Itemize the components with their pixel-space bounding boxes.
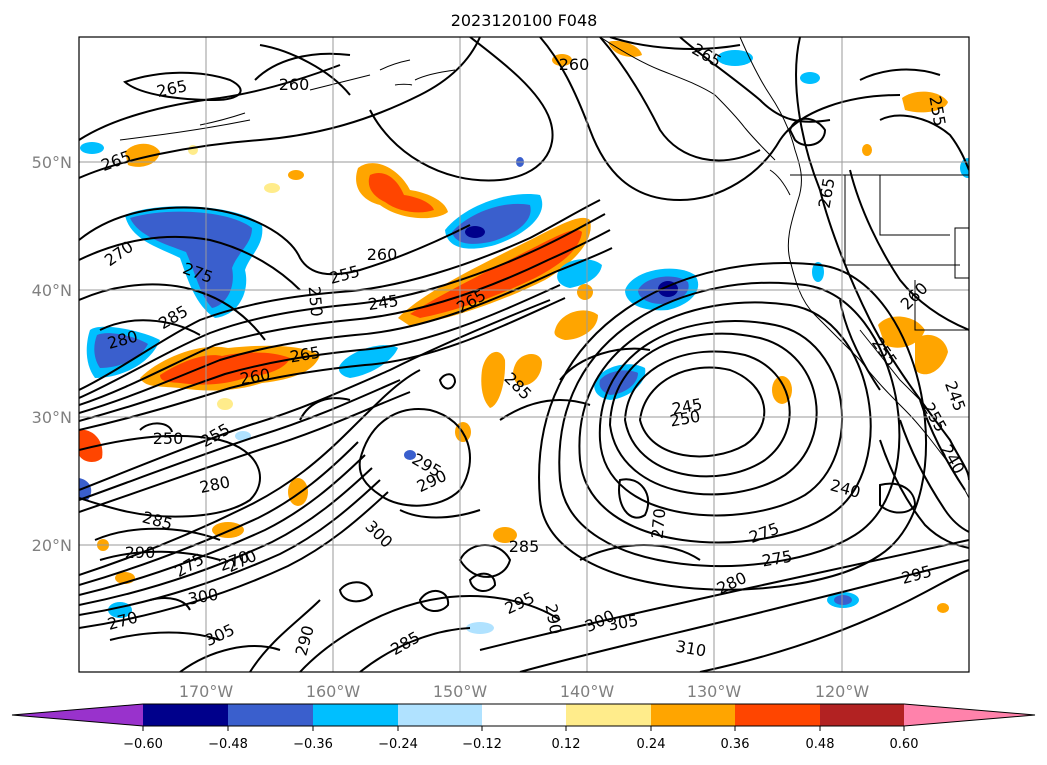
colorbar-extend-high (904, 704, 1035, 726)
lat-label: 40°N (32, 281, 72, 300)
lat-labels: 50°N 40°N 30°N 20°N (32, 153, 72, 555)
colorbar-ticks (142, 726, 905, 731)
coastlines (119, 37, 969, 499)
colorbar-segment (482, 704, 566, 726)
lat-label: 50°N (32, 153, 72, 172)
colorbar-segment (143, 704, 228, 726)
colorbar-tick-label: −0.36 (293, 737, 333, 752)
contour-label: 285 (509, 537, 540, 556)
colorbar-tick-label: −0.24 (378, 737, 418, 752)
colorbar-segment (228, 704, 313, 726)
colorbar-segment (566, 704, 651, 726)
contour-label: 260 (367, 245, 398, 264)
colorbar-segment (398, 704, 482, 726)
contour-label: 290 (125, 543, 156, 562)
lon-label: 170°W (179, 682, 234, 701)
colorbar-tick-label: 0.48 (806, 737, 835, 752)
contour-label: 245 (367, 291, 400, 314)
map-panel: 265 260 265 255 265 260 270 275 260 255 … (78, 36, 970, 673)
lon-label: 140°W (560, 682, 615, 701)
colorbar-segment (735, 704, 820, 726)
lat-label: 20°N (32, 536, 72, 555)
colorbar-tick-label: 0.36 (721, 737, 750, 752)
gridlines (79, 37, 969, 672)
lon-label: 150°W (433, 682, 488, 701)
colorbar-segment (651, 704, 735, 726)
contour-label: 260 (279, 75, 310, 94)
colorbar-tick-label: 0.60 (890, 737, 919, 752)
colorbar-extend-low (12, 704, 143, 726)
colorbar-tick-label: 0.24 (637, 737, 666, 752)
lon-labels: 170°W 160°W 150°W 140°W 130°W 120°W (179, 682, 870, 701)
colorbar-tick-label: −0.12 (462, 737, 502, 752)
colorbar-tick-label: −0.48 (208, 737, 248, 752)
lat-label: 30°N (32, 408, 72, 427)
lon-label: 130°W (687, 682, 742, 701)
colorbar-tick-label: −0.60 (123, 737, 163, 752)
contour-lines (79, 37, 969, 672)
colorbar: −0.60 −0.48 −0.36 −0.24 −0.12 0.12 0.24 … (11, 703, 1036, 752)
lon-label: 120°W (815, 682, 870, 701)
colorbar-segment (313, 704, 398, 726)
colorbar-tick-label: 0.12 (552, 737, 581, 752)
contour-label: 250 (153, 429, 184, 448)
contour-label: 250 (305, 285, 327, 317)
lon-label: 160°W (306, 682, 361, 701)
contour-label: 270 (648, 507, 670, 539)
colorbar-segment (820, 704, 904, 726)
contour-label: 260 (559, 55, 590, 74)
map-title: 2023120100 F048 (451, 11, 598, 30)
